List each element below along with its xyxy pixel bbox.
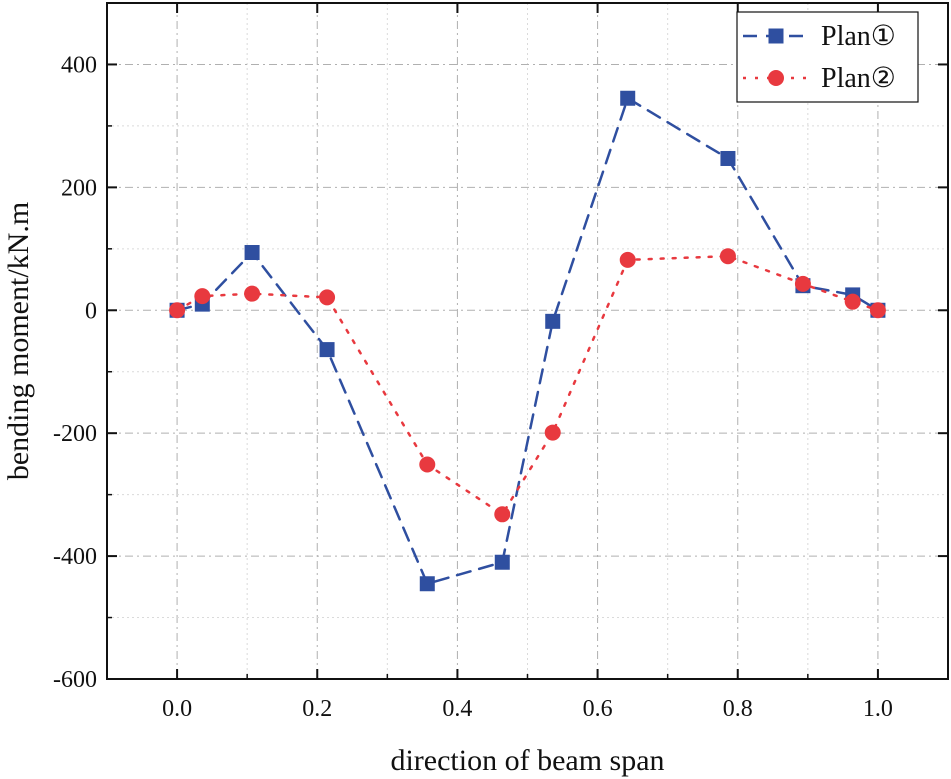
axis-ticks: 0.0 0.2 0.4 0.6 0.8 1.0 -600 -400 -200 0 200 400 <box>53 3 948 722</box>
data-point-circle <box>319 289 336 306</box>
data-point-circle <box>869 302 886 319</box>
data-point-square <box>319 342 335 358</box>
data-series <box>169 90 886 592</box>
series-2 <box>169 248 886 523</box>
plot-area-frame <box>106 2 949 680</box>
y-tick-label: -400 <box>53 544 97 570</box>
y-tick-label: -600 <box>53 667 97 693</box>
data-point-circle <box>244 285 261 302</box>
data-point-circle <box>169 302 186 319</box>
x-tick-label: 0.4 <box>442 696 472 722</box>
legend-label-2: Plan② <box>821 63 896 94</box>
series-1 <box>169 90 886 592</box>
legend: Plan① Plan② <box>736 11 919 103</box>
grid <box>106 3 948 680</box>
data-point-square <box>494 554 510 570</box>
legend-marker-circle <box>768 70 784 86</box>
data-point-circle <box>494 506 511 523</box>
data-point-circle <box>619 251 636 268</box>
legend-label-1: Plan① <box>821 21 896 52</box>
legend-marker-square <box>768 28 784 44</box>
data-point-square <box>545 313 561 329</box>
data-point-square <box>720 150 736 166</box>
y-axis-title: bending moment/kN.m <box>2 202 35 480</box>
data-point-circle <box>719 248 736 265</box>
data-point-square <box>620 90 636 106</box>
x-tick-label: 1.0 <box>863 696 893 722</box>
data-point-circle <box>419 456 436 473</box>
x-tick-label: 0.0 <box>162 696 192 722</box>
y-tick-label: 0 <box>85 298 97 324</box>
x-tick-label: 0.6 <box>583 696 613 722</box>
data-point-circle <box>544 424 561 441</box>
data-point-square <box>244 245 260 261</box>
data-point-circle <box>194 288 211 305</box>
series-line <box>175 96 880 586</box>
x-axis-title: direction of beam span <box>390 744 664 777</box>
x-tick-label: 0.8 <box>723 696 753 722</box>
data-point-circle <box>844 293 861 310</box>
data-point-square <box>419 576 435 592</box>
legend-box <box>736 11 919 103</box>
y-tick-label: 400 <box>61 52 97 78</box>
x-tick-label: 0.2 <box>302 696 332 722</box>
data-point-circle <box>794 275 811 292</box>
series-line <box>175 254 880 517</box>
y-tick-label: -200 <box>53 421 97 447</box>
y-tick-label: 200 <box>61 175 97 201</box>
